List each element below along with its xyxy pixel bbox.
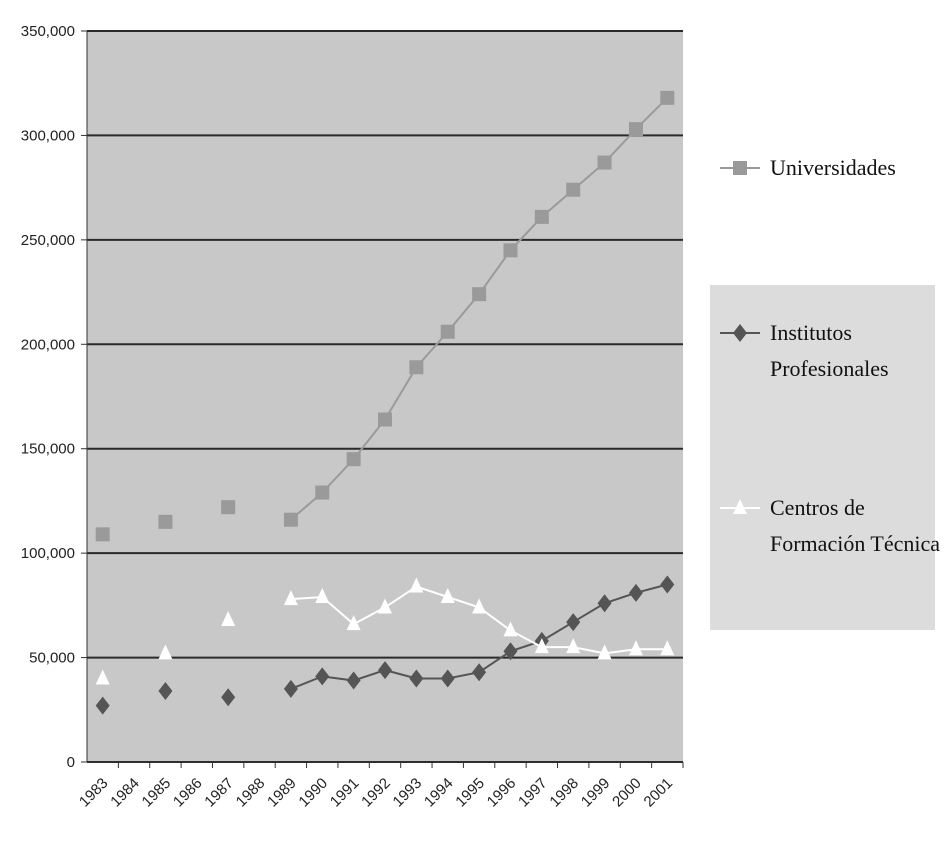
marker bbox=[503, 642, 518, 661]
marker bbox=[503, 243, 518, 258]
x-tick-label: 1984 bbox=[107, 775, 143, 811]
marker bbox=[472, 598, 487, 614]
marker bbox=[534, 638, 549, 654]
marker bbox=[628, 640, 643, 656]
marker bbox=[378, 661, 392, 680]
y-tick-label: 150,000 bbox=[21, 441, 75, 458]
marker bbox=[158, 514, 173, 529]
marker bbox=[283, 679, 298, 698]
legend-icon bbox=[720, 499, 760, 514]
marker bbox=[597, 644, 612, 660]
plot-area bbox=[87, 31, 683, 762]
x-tick-label: 1989 bbox=[264, 775, 300, 811]
marker bbox=[628, 583, 643, 602]
marker bbox=[346, 671, 361, 690]
x-tick-label: 1992 bbox=[358, 775, 394, 811]
legend-label: Universidades bbox=[770, 155, 896, 180]
marker bbox=[378, 598, 392, 614]
x-tick-label: 1999 bbox=[578, 775, 614, 811]
x-tick-label: 1986 bbox=[170, 775, 206, 811]
x-tick-label: 1988 bbox=[233, 775, 269, 811]
x-tick-label: 1991 bbox=[327, 775, 363, 811]
legend-box bbox=[710, 285, 935, 630]
x-tick-label: 1997 bbox=[515, 775, 551, 811]
x-tick-label: 1993 bbox=[390, 775, 426, 811]
y-tick-label: 100,000 bbox=[21, 545, 75, 562]
legend-icon bbox=[720, 324, 760, 342]
x-tick-label: 1998 bbox=[546, 775, 582, 811]
marker bbox=[660, 575, 675, 594]
y-tick-label: 300,000 bbox=[21, 127, 75, 144]
y-tick-label: 350,000 bbox=[21, 23, 75, 40]
marker bbox=[733, 324, 747, 342]
marker bbox=[409, 577, 424, 593]
marker bbox=[95, 527, 110, 542]
marker bbox=[221, 610, 236, 626]
legend-item: Institutos Profesionales bbox=[715, 315, 943, 387]
marker bbox=[440, 588, 455, 604]
x-tick-label: 2001 bbox=[641, 775, 677, 811]
x-tick-label: 1985 bbox=[139, 775, 175, 811]
x-tick-label: 1995 bbox=[452, 775, 488, 811]
marker bbox=[628, 122, 643, 137]
marker bbox=[283, 590, 298, 606]
x-tick-label: 1987 bbox=[201, 775, 237, 811]
x-tick-label: 2000 bbox=[609, 775, 645, 811]
marker bbox=[346, 615, 361, 631]
marker bbox=[660, 90, 675, 105]
x-tick-label: 1994 bbox=[421, 775, 457, 811]
y-tick-label: 50,000 bbox=[29, 650, 75, 667]
marker bbox=[733, 161, 747, 175]
marker bbox=[378, 412, 392, 427]
marker bbox=[409, 360, 424, 375]
marker bbox=[158, 681, 173, 700]
marker bbox=[346, 452, 361, 467]
legend-item: Universidades bbox=[715, 150, 943, 186]
marker bbox=[315, 485, 330, 500]
x-tick-label: 1983 bbox=[76, 775, 112, 811]
marker bbox=[409, 669, 424, 688]
legend-label: Institutos Profesionales bbox=[770, 320, 889, 381]
y-tick-label: 200,000 bbox=[21, 336, 75, 353]
marker bbox=[566, 613, 581, 632]
y-tick-label: 250,000 bbox=[21, 232, 75, 249]
x-tick-label: 1990 bbox=[295, 775, 331, 811]
marker bbox=[503, 621, 518, 637]
marker bbox=[597, 155, 612, 170]
y-tick-label: 0 bbox=[67, 754, 75, 771]
marker bbox=[158, 644, 173, 660]
marker bbox=[95, 669, 110, 685]
marker bbox=[472, 663, 487, 682]
marker bbox=[597, 594, 612, 613]
legend-label: Centros de Formación Técnica bbox=[770, 495, 941, 556]
marker bbox=[566, 638, 581, 654]
marker bbox=[440, 669, 455, 688]
x-tick-label: 1996 bbox=[484, 775, 520, 811]
marker bbox=[472, 287, 487, 302]
marker bbox=[283, 512, 298, 527]
marker bbox=[221, 688, 236, 707]
marker bbox=[733, 499, 747, 514]
marker bbox=[534, 209, 549, 224]
legend-icon bbox=[720, 161, 760, 175]
marker bbox=[566, 182, 581, 197]
marker bbox=[315, 667, 330, 686]
legend-item: Centros de Formación Técnica bbox=[715, 490, 943, 562]
marker bbox=[315, 588, 330, 604]
marker bbox=[221, 500, 236, 515]
marker bbox=[440, 324, 455, 339]
marker bbox=[95, 696, 110, 715]
marker bbox=[660, 640, 675, 656]
